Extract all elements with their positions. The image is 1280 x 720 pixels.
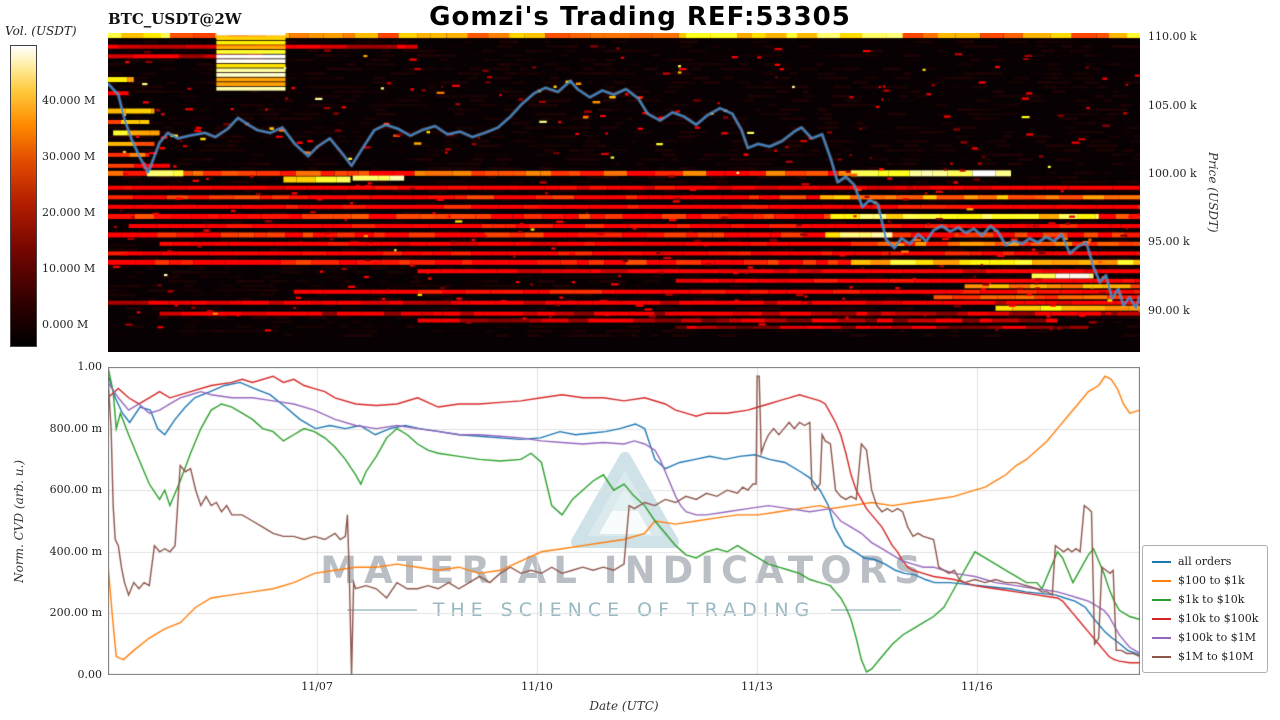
legend-item-10k-100k: $10k to $100k bbox=[1152, 609, 1258, 628]
price-heatmap-canvas[interactable] bbox=[108, 33, 1140, 352]
legend-label: all orders bbox=[1178, 555, 1232, 568]
legend-label: $1k to $10k bbox=[1178, 593, 1245, 606]
cvd-tick-label: 1.00 bbox=[77, 360, 103, 373]
price-tick-label: 95.00 k bbox=[1148, 235, 1190, 249]
legend-swatch bbox=[1152, 579, 1171, 582]
legend-item-100k-1m: $100k to $1M bbox=[1152, 628, 1258, 647]
legend-item-100-1k: $100 to $1k bbox=[1152, 571, 1258, 590]
legend-swatch bbox=[1152, 636, 1171, 639]
price-axis-label-text: Price (USDT) bbox=[1206, 152, 1220, 233]
price-tick-label: 105.00 k bbox=[1148, 98, 1197, 112]
legend: all orders $100 to $1k $1k to $10k $10k … bbox=[1142, 545, 1269, 673]
legend-item-1m-10m: $1M to $10M bbox=[1152, 647, 1258, 666]
cvd-tick-label: 800.00 m bbox=[49, 421, 102, 435]
legend-item-1k-10k: $1k to $10k bbox=[1152, 590, 1258, 609]
date-axis-label: Date (UTC) bbox=[589, 699, 659, 713]
date-tick-label: 11/07 bbox=[301, 680, 333, 693]
legend-label: $1M to $10M bbox=[1178, 650, 1254, 663]
colorbar-tick-label: 0.000 M bbox=[42, 317, 89, 331]
cvd-tick-label: 600.00 m bbox=[49, 483, 102, 497]
colorbar-tick-label: 40.000 M bbox=[42, 94, 96, 108]
cvd-axis-label: Norm. CVD (arb. u.) bbox=[12, 367, 26, 675]
legend-label: $100k to $1M bbox=[1178, 631, 1256, 644]
legend-label: $100 to $1k bbox=[1178, 574, 1245, 587]
legend-swatch bbox=[1152, 655, 1171, 658]
price-tick-label: 100.00 k bbox=[1148, 167, 1197, 181]
cvd-chart-canvas[interactable] bbox=[108, 367, 1140, 675]
legend-swatch bbox=[1152, 560, 1171, 563]
page-title: Gomzi's Trading REF:53305 bbox=[429, 2, 851, 32]
date-tick-label: 11/16 bbox=[961, 680, 993, 693]
price-tick-label: 90.00 k bbox=[1148, 303, 1190, 317]
volume-colorbar bbox=[10, 45, 37, 347]
cvd-tick-label: 200.00 m bbox=[49, 606, 102, 620]
legend-label: $10k to $100k bbox=[1178, 612, 1259, 625]
symbol-label: BTC_USDT@2W bbox=[108, 10, 242, 28]
colorbar-tick-label: 20.000 M bbox=[42, 206, 96, 219]
colorbar-label: Vol. (USDT) bbox=[5, 24, 77, 38]
price-axis-label: Price (USDT) bbox=[1206, 33, 1220, 352]
legend-item-all-orders: all orders bbox=[1152, 552, 1258, 571]
date-tick-label: 11/13 bbox=[741, 680, 773, 693]
price-tick-label: 110.00 k bbox=[1148, 30, 1197, 44]
colorbar-tick-label: 10.000 M bbox=[42, 262, 96, 276]
date-tick-label: 11/10 bbox=[521, 680, 553, 693]
colorbar-tick-label: 30.000 M bbox=[42, 149, 96, 163]
cvd-axis-label-text: Norm. CVD (arb. u.) bbox=[12, 459, 26, 583]
legend-swatch bbox=[1152, 598, 1171, 601]
cvd-tick-label: 400.00 m bbox=[49, 544, 102, 558]
legend-swatch bbox=[1152, 617, 1171, 620]
cvd-tick-label: 0.00 bbox=[77, 668, 103, 681]
